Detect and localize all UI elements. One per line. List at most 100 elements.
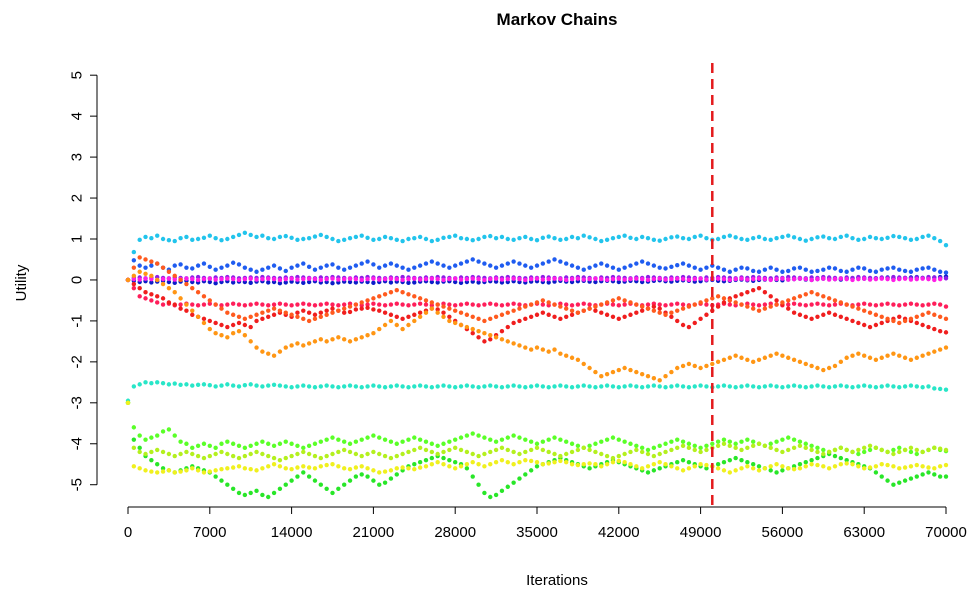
chain-point bbox=[190, 285, 195, 291]
chain-point bbox=[879, 474, 884, 479]
chain-point bbox=[558, 276, 563, 282]
chain-point bbox=[534, 445, 540, 451]
chain-point bbox=[756, 357, 762, 363]
chain-point bbox=[207, 276, 212, 281]
chain-point bbox=[540, 462, 546, 467]
chain-point bbox=[417, 301, 423, 306]
chain-point bbox=[879, 447, 884, 453]
chain-point bbox=[295, 314, 300, 320]
chain-point bbox=[260, 233, 265, 238]
chain-point bbox=[844, 355, 849, 360]
chain-point bbox=[704, 298, 709, 303]
chain-point bbox=[207, 383, 212, 388]
chain-point bbox=[382, 469, 388, 474]
chain-point bbox=[336, 449, 341, 455]
chain-point bbox=[236, 455, 242, 461]
chain-point bbox=[867, 268, 873, 274]
chain-point bbox=[254, 234, 259, 240]
chain-point bbox=[908, 383, 914, 388]
chain-point bbox=[371, 301, 376, 306]
chain-point bbox=[266, 308, 271, 313]
chain-point bbox=[155, 277, 160, 283]
chain-point bbox=[423, 276, 429, 282]
chain-point bbox=[476, 335, 481, 340]
chain-point bbox=[406, 322, 411, 328]
chain-point bbox=[482, 234, 487, 240]
chain-point bbox=[266, 265, 271, 270]
chain-point bbox=[160, 449, 166, 455]
chain-point bbox=[230, 276, 236, 282]
chain-point bbox=[914, 474, 919, 479]
chain-point bbox=[365, 302, 370, 307]
y-tick-label: -5 bbox=[69, 478, 86, 491]
chain-point bbox=[739, 457, 744, 463]
chain-point bbox=[271, 443, 277, 449]
chain-point bbox=[435, 261, 440, 266]
chain-point bbox=[715, 384, 721, 389]
chain-point bbox=[564, 261, 569, 266]
chain-point bbox=[143, 451, 148, 457]
chain-point bbox=[464, 301, 470, 306]
chain-point bbox=[131, 425, 137, 430]
chain-point bbox=[651, 462, 657, 467]
chain-point bbox=[347, 309, 353, 315]
chain-point bbox=[277, 349, 283, 354]
chain-point bbox=[558, 237, 563, 243]
chain-point bbox=[897, 385, 902, 390]
chain-point bbox=[873, 235, 879, 241]
chain-point bbox=[271, 382, 277, 387]
chain-point bbox=[441, 441, 446, 446]
chain-point bbox=[686, 441, 692, 446]
chain-point bbox=[826, 296, 832, 301]
chain-point bbox=[791, 383, 797, 388]
chain-point bbox=[593, 308, 598, 313]
chain-point bbox=[604, 437, 610, 442]
chain-point bbox=[488, 233, 493, 239]
chain-point bbox=[838, 314, 844, 320]
chain-point bbox=[155, 380, 160, 385]
chain-point bbox=[213, 451, 218, 457]
chain-point bbox=[271, 306, 277, 311]
chain-point bbox=[429, 449, 435, 455]
chain-point bbox=[821, 302, 826, 307]
chain-point bbox=[353, 307, 359, 312]
chain-point bbox=[260, 349, 265, 354]
chain-point bbox=[195, 277, 201, 283]
chain-point bbox=[172, 273, 177, 279]
chain-point bbox=[213, 281, 218, 286]
chain-point bbox=[441, 383, 446, 388]
chain-point bbox=[365, 474, 370, 479]
chain-point bbox=[546, 280, 551, 285]
chain-point bbox=[301, 470, 306, 475]
chain-point bbox=[149, 469, 154, 474]
chain-point bbox=[926, 233, 931, 238]
chain-point bbox=[832, 464, 838, 469]
chain-point bbox=[517, 459, 522, 465]
chain-point bbox=[382, 480, 388, 485]
chain-point bbox=[809, 290, 814, 295]
chain-point bbox=[821, 464, 826, 469]
chain-point bbox=[879, 302, 884, 307]
chain-point bbox=[283, 276, 288, 282]
chain-point bbox=[447, 306, 452, 311]
chain-point bbox=[645, 451, 651, 457]
chain-point bbox=[394, 301, 399, 306]
chain-point bbox=[488, 316, 493, 322]
chain-point bbox=[675, 383, 680, 388]
chain-point bbox=[622, 439, 627, 444]
chain-point bbox=[599, 302, 604, 307]
chain-point bbox=[155, 462, 160, 467]
chain-point bbox=[680, 261, 686, 266]
chain-point bbox=[312, 385, 318, 390]
chain-point bbox=[698, 316, 703, 322]
chain-point bbox=[639, 371, 645, 377]
chain-point bbox=[277, 457, 283, 463]
chain-point bbox=[213, 330, 218, 336]
chain-point bbox=[657, 238, 662, 243]
chain-point bbox=[213, 468, 218, 473]
chain-point bbox=[540, 235, 546, 240]
chain-point bbox=[160, 429, 166, 434]
chain-point bbox=[341, 267, 347, 272]
chain-point bbox=[803, 292, 808, 297]
chain-point bbox=[733, 385, 738, 390]
